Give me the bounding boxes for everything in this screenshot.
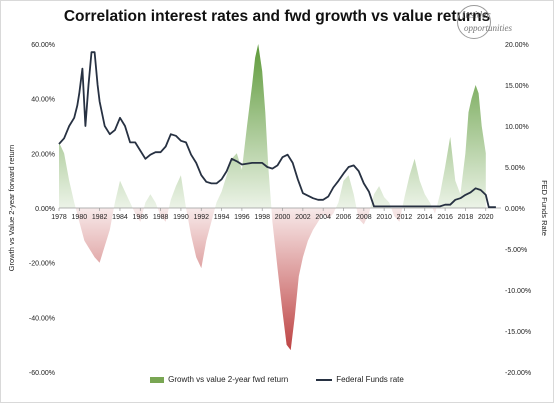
logo-ring [457, 5, 491, 39]
x-tick-label: 1988 [153, 214, 169, 221]
line-federal-funds-rate [58, 51, 496, 209]
logo-text-bottom: opportunities [464, 23, 513, 33]
legend-swatch-line [316, 378, 333, 381]
left-tick-label: 0.00% [35, 206, 55, 213]
x-tick-label: 1994 [214, 214, 230, 221]
x-tick-label: 1980 [72, 214, 88, 221]
x-tick-label: 2020 [478, 214, 494, 221]
x-tick-label: 2004 [315, 214, 331, 221]
left-tick-label: -40.00% [29, 315, 55, 322]
left-tick-label: -20.00% [29, 261, 55, 268]
x-tick-label: 2018 [458, 214, 474, 221]
x-tick-label: 2008 [356, 214, 372, 221]
right-tick-label: 0.00% [505, 206, 525, 213]
legend-item-fed-funds: Federal Funds rate [316, 375, 404, 384]
left-tick-label: -60.00% [29, 370, 55, 377]
legend-label-fed-funds: Federal Funds rate [336, 375, 404, 384]
x-tick-label: 1986 [132, 214, 148, 221]
y-axis-title-left: Growth vs Value 2-year forward return [7, 145, 16, 272]
chart-legend: Growth vs value 2-year fwd return Federa… [1, 375, 553, 384]
left-tick-label: 40.00% [31, 97, 55, 104]
x-tick-label: 1982 [92, 214, 108, 221]
x-tick-label: 1990 [173, 214, 189, 221]
x-tick-label: 1992 [193, 214, 209, 221]
right-tick-label: -10.00% [505, 288, 531, 295]
right-tick-label: 5.00% [505, 165, 525, 172]
chart-title: Correlation interest rates and fwd growt… [63, 8, 491, 25]
x-tick-label: 1996 [234, 214, 250, 221]
right-tick-label: 10.00% [505, 124, 529, 131]
left-tick-label: 20.00% [31, 151, 55, 158]
x-tick-label: 1978 [51, 214, 67, 221]
right-tick-label: -5.00% [505, 247, 527, 254]
left-tick-label: 60.00% [31, 42, 55, 49]
area-growth-value-negative [59, 208, 486, 351]
legend-item-growth-value: Growth vs value 2-year fwd return [150, 375, 288, 384]
x-tick-label: 1998 [254, 214, 270, 221]
x-tick-label: 2006 [336, 214, 352, 221]
x-tick-label: 2012 [397, 214, 413, 221]
x-tick-label: 2016 [437, 214, 453, 221]
right-tick-label: -20.00% [505, 370, 531, 377]
legend-label-growth-value: Growth vs value 2-year fwd return [168, 375, 289, 384]
x-tick-label: 2014 [417, 214, 433, 221]
x-tick-label: 1984 [112, 214, 128, 221]
insider-opportunities-logo: Insider opportunities [453, 4, 515, 40]
right-tick-label: -15.00% [505, 329, 531, 336]
x-tick-label: 2010 [376, 214, 392, 221]
area-growth-value-positive [59, 44, 486, 208]
logo-text-top: Insider [462, 10, 491, 21]
legend-swatch-area [150, 376, 165, 383]
right-tick-label: 15.00% [505, 83, 529, 90]
y-axis-title-right: FED Funds Rate [540, 180, 549, 236]
x-tick-label: 2000 [275, 214, 291, 221]
x-tick-label: 2002 [295, 214, 311, 221]
right-tick-label: 20.00% [505, 42, 529, 49]
